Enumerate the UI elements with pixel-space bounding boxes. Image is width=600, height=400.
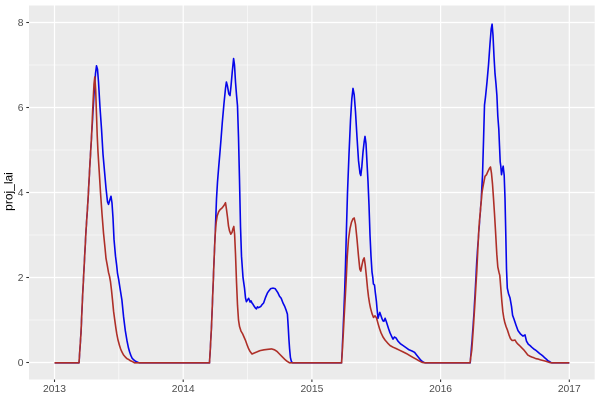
svg-text:2: 2 (18, 273, 24, 284)
svg-text:0: 0 (18, 358, 24, 369)
svg-text:2015: 2015 (300, 384, 323, 395)
svg-text:2013: 2013 (43, 384, 66, 395)
svg-text:2014: 2014 (172, 384, 195, 395)
svg-text:2016: 2016 (429, 384, 452, 395)
svg-text:4: 4 (18, 188, 24, 199)
svg-text:6: 6 (18, 103, 24, 114)
svg-text:proj_lai: proj_lai (2, 172, 16, 211)
svg-text:2017: 2017 (558, 384, 581, 395)
svg-text:8: 8 (18, 18, 24, 29)
